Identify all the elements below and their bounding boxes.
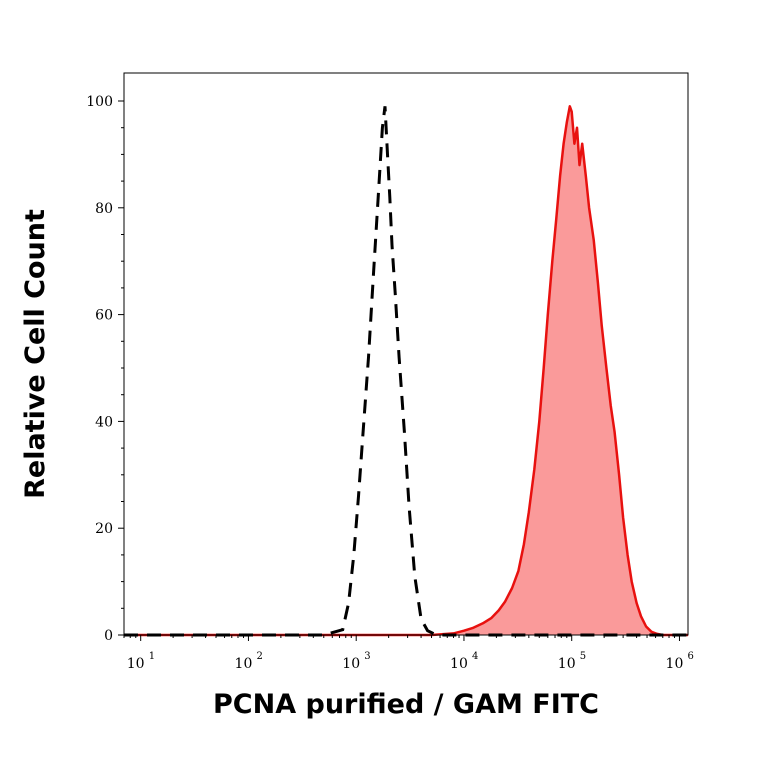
y-tick-label: 40	[95, 414, 113, 430]
x-tick-exponent: 5	[580, 651, 586, 662]
x-tick-exponent: 1	[149, 651, 155, 662]
series-1-line	[124, 105, 688, 637]
x-tick-label: 10	[666, 656, 684, 672]
x-tick-exponent: 3	[364, 651, 370, 662]
series-1-area	[124, 106, 688, 636]
y-axis-title: Relative Cell Count	[20, 209, 51, 499]
x-tick-label: 10	[450, 656, 468, 672]
series-0-line	[124, 106, 688, 637]
x-tick-label: 10	[127, 656, 145, 672]
y-tick-label: 60	[95, 308, 113, 324]
plot-frame	[123, 72, 689, 636]
x-tick-label: 10	[342, 656, 360, 672]
series-layer	[124, 105, 688, 637]
y-tick-label: 20	[95, 521, 113, 537]
x-tick-exponent: 4	[472, 651, 478, 662]
x-tick-exponent: 6	[687, 651, 693, 662]
x-axis-title: PCNA purified / GAM FITC	[213, 689, 599, 720]
x-tick-exponent: 2	[256, 651, 262, 662]
y-tick-label: 80	[95, 201, 113, 217]
y-tick-label: 0	[104, 628, 113, 644]
x-tick-label: 10	[558, 656, 576, 672]
x-tick-label: 10	[235, 656, 253, 672]
y-tick-label: 100	[86, 94, 113, 110]
